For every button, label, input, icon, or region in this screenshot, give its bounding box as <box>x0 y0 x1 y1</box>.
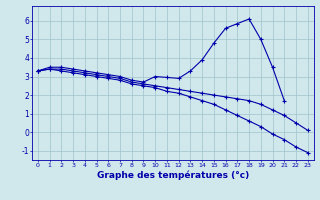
X-axis label: Graphe des températures (°c): Graphe des températures (°c) <box>97 171 249 180</box>
